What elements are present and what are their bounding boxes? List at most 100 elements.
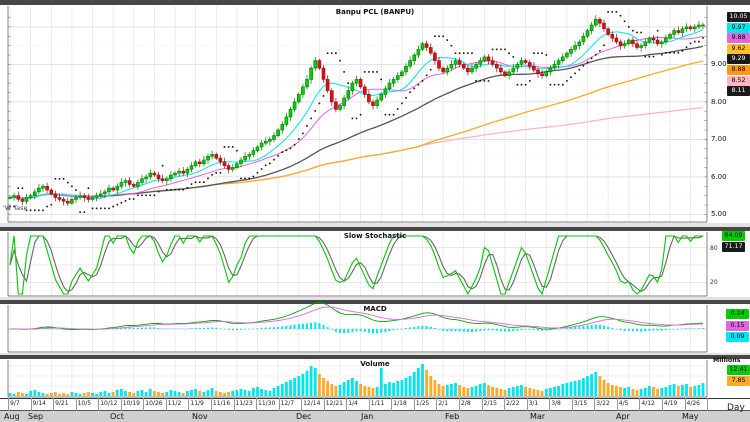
week-tick-separator [526,398,528,411]
week-tick-label: 9/14 [32,400,46,407]
stoch-panel-top-bar [0,227,750,231]
price-y-tick-label: 8.00 [711,98,727,106]
week-tick-separator [616,398,618,411]
week-tick-label: 12/21 [325,400,343,407]
week-tick-label: 1/25 [415,400,430,407]
week-tick-label: 2/15 [483,400,497,407]
week-tick-separator [684,398,686,411]
week-tick-label: 2/1 [438,400,449,407]
months-row [0,411,750,422]
week-tick-label: 1/4 [348,400,358,407]
stochastic-panel [0,231,750,297]
price-indicator-label: 8.11 [727,86,750,97]
watermark-text: 'W Tase [3,204,28,212]
price-y-tick-label: 5.00 [711,210,727,218]
week-tick-separator [143,398,145,411]
week-tick-separator [436,398,438,411]
price-indicator-label: 10.05 [727,12,750,22]
price-indicator-label: 8.52 [727,75,750,86]
week-tick-separator [391,398,393,411]
price-indicator-label: 9.62 [727,43,750,54]
week-tick-separator [301,398,303,411]
week-tick-separator [233,398,235,411]
week-tick-label: 10/12 [100,400,118,407]
week-tick-separator [549,398,551,411]
month-label: Mar [530,412,546,421]
volume-panel-top-bar [0,355,750,359]
month-label: Apr [616,412,630,421]
week-tick-label: 2/8 [461,400,471,407]
week-tick-separator [165,398,167,411]
week-tick-label: 10/19 [122,400,140,407]
week-tick-separator [8,398,9,411]
week-tick-label: 1/18 [393,400,407,407]
stochastic-axis-label: 20 [710,279,718,286]
week-tick-separator [481,398,483,411]
top-border-bar [0,0,750,5]
week-tick-label: 11/30 [258,400,276,407]
month-label: Dec [296,412,312,421]
macd-value-label: 0.24 [726,309,749,319]
week-tick-separator [707,398,708,411]
week-tick-label: 11/16 [212,400,231,407]
macd-panel-top-bar [0,300,750,304]
price-panel-title: Banpu PCL (BANPU) [335,8,415,16]
week-tick-label: 11/9 [190,400,204,407]
price-panel [0,5,750,223]
week-tick-separator [594,398,596,411]
volume-unit-label: Millions [713,357,741,364]
week-tick-separator [188,398,190,411]
price-y-tick-label: 6.00 [711,173,727,181]
volume-panel-title: Volume [360,360,390,368]
week-tick-separator [323,398,325,411]
week-tick-separator [346,398,348,411]
stochastic-axis-label: 80 [710,245,718,252]
week-tick-separator [53,398,55,411]
macd-value-label: 0.15 [726,320,749,331]
week-tick-label: 3/8 [551,400,561,407]
volume-value-label: 7.85 [727,375,750,386]
week-tick-separator [30,398,32,411]
month-label: Jan [361,412,374,421]
week-tick-label: 1/11 [370,400,385,407]
month-label: Aug [4,412,20,421]
week-tick-label: 9/21 [55,400,69,407]
stochastic-value-label: 84.09 [722,231,745,241]
week-tick-label: 10/5 [77,400,92,407]
week-tick-label: 11/2 [167,400,182,407]
week-tick-label: 3/22 [596,400,610,407]
price-indicator-label: 9.88 [727,33,750,44]
stochastic-value-label: 71.17 [722,241,745,252]
week-tick-separator [256,398,257,411]
panel-gap [0,297,750,300]
week-tick-label: 9/7 [10,400,20,407]
week-tick-label: 12/14 [303,400,321,407]
volume-value-label: 12.41 [727,365,750,375]
month-label: May [682,412,699,421]
month-label: Feb [445,412,460,421]
period-label: Day [727,403,745,413]
week-tick-label: 3/15 [573,400,588,407]
week-tick-separator [98,398,100,411]
price-y-tick-label: 9.00 [711,60,727,68]
week-tick-separator [504,398,506,411]
week-tick-label: 10/26 [145,400,163,407]
price-indicator-label: 8.88 [727,65,750,75]
week-tick-label: 4/19 [663,400,678,407]
week-tick-separator [210,398,212,411]
week-tick-separator [368,398,370,411]
price-indicator-label: 9.97 [727,22,750,33]
panel-gap [0,353,750,355]
macd-value-label: 0.09 [726,332,749,342]
week-tick-separator [120,398,122,411]
week-tick-separator [75,398,77,411]
price-y-tick-label: 7.00 [711,135,727,143]
week-tick-separator [639,398,641,411]
week-tick-separator [661,398,663,411]
stochastic-panel-title: Slow Stochastic [343,232,407,240]
month-label: Sep [28,412,44,421]
price-indicator-label: 9.29 [727,54,750,65]
macd-panel-title: MACD [363,305,387,313]
